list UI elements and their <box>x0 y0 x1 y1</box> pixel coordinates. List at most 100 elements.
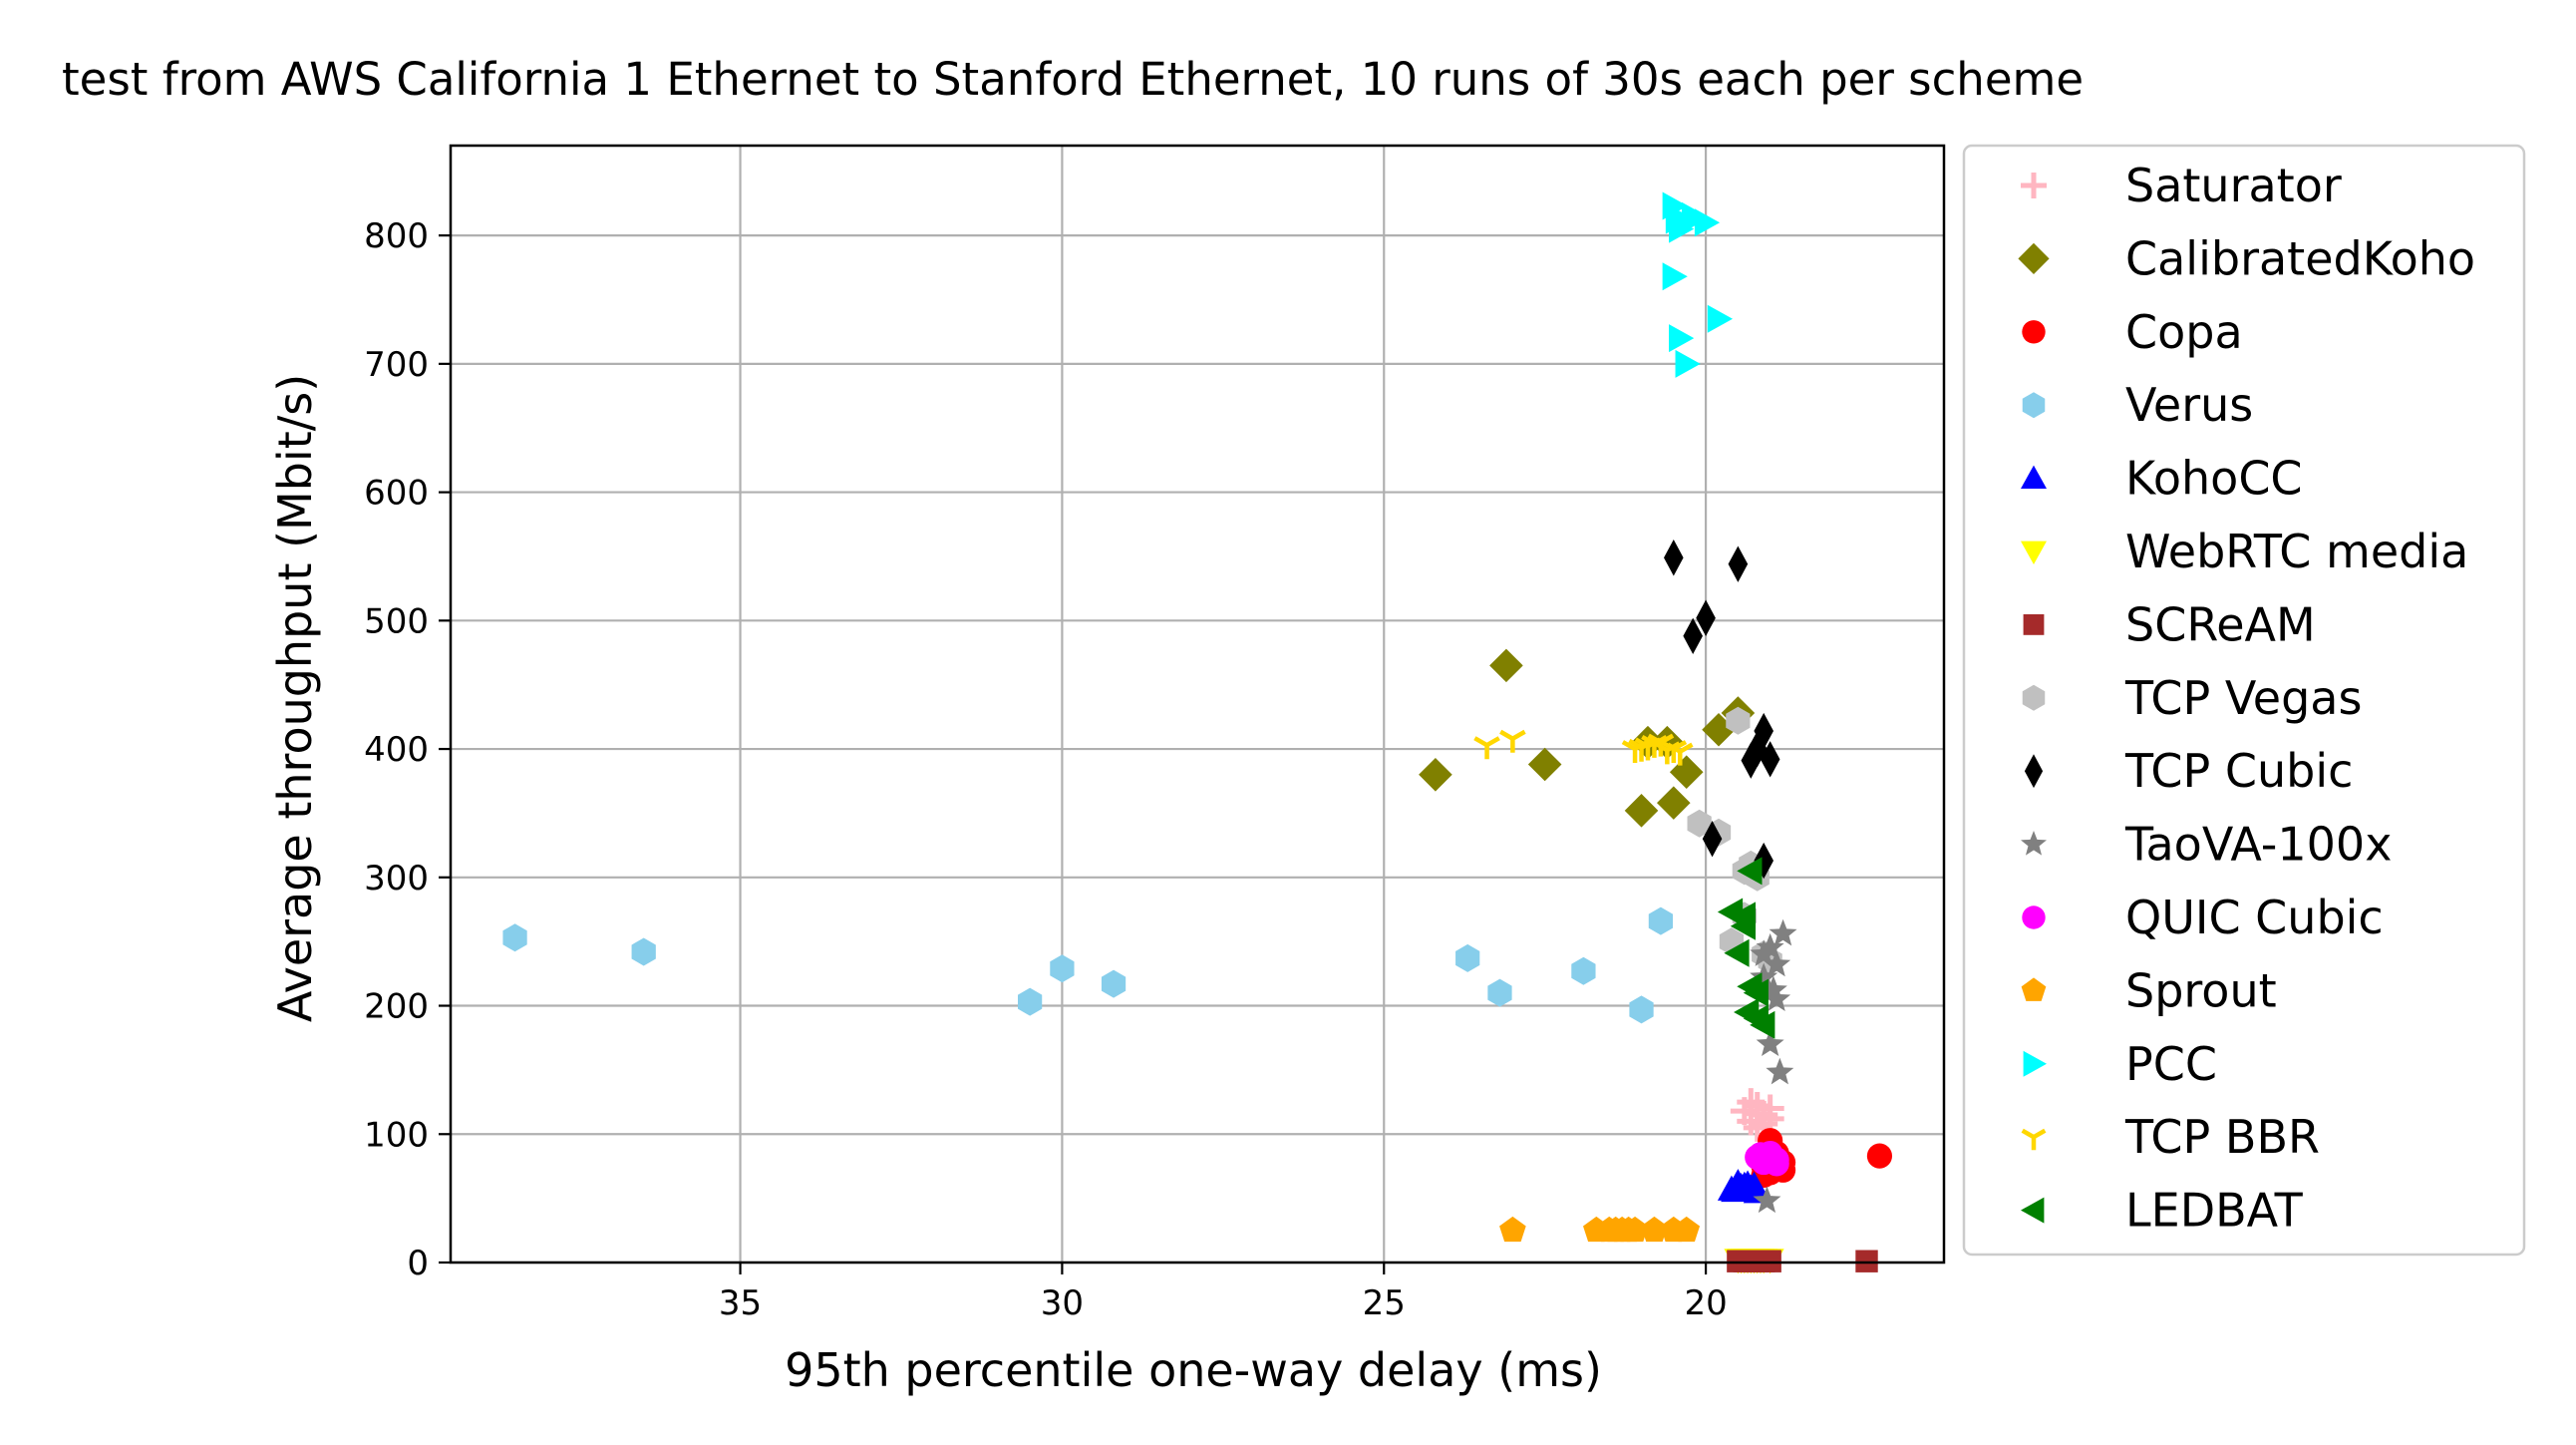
y-tick-label: 200 <box>364 987 429 1027</box>
legend-item-quic-cubic: QUIC Cubic <box>2022 891 2384 944</box>
legend-item-sprout: Sprout <box>2021 963 2277 1017</box>
legend-label-kohocc: KohoCC <box>2125 452 2303 506</box>
data-point-pcc <box>1669 324 1695 353</box>
series-sprout <box>1499 1216 1701 1243</box>
data-point-ledbat <box>1750 1010 1775 1039</box>
legend-item-kohocc: KohoCC <box>2021 452 2303 506</box>
data-point-taova-100x <box>1753 1186 1781 1214</box>
data-point-verus <box>1648 906 1674 935</box>
legend-marker-tcp-cubic <box>2024 754 2044 789</box>
data-point-verus <box>1571 956 1596 985</box>
legend-marker-webrtc-media <box>2021 541 2047 564</box>
data-point-saturator <box>1743 1099 1771 1128</box>
legend-label-saturator: Saturator <box>2125 159 2342 212</box>
data-point-ledbat <box>1724 938 1750 967</box>
y-tick-label: 300 <box>364 859 429 899</box>
data-point-scream <box>1855 1250 1878 1272</box>
y-tick-label: 700 <box>364 345 429 385</box>
data-point-tcp-cubic <box>1664 540 1684 576</box>
data-point-pcc <box>1681 201 1708 230</box>
data-point-pcc <box>1662 262 1688 291</box>
legend-label-pcc: PCC <box>2125 1037 2217 1091</box>
series-quic-cubic <box>1745 1140 1789 1177</box>
y-tick-label: 800 <box>364 216 429 256</box>
data-point-tcp-cubic <box>1683 617 1703 654</box>
legend-item-pcc: PCC <box>2023 1037 2217 1091</box>
series-pcc <box>1662 191 1734 378</box>
y-tick-label: 0 <box>407 1244 429 1283</box>
legend-item-verus: Verus <box>2022 378 2253 432</box>
legend-item-tcp-cubic: TCP Cubic <box>2024 744 2353 798</box>
legend-label-tcp-vegas: TCP Vegas <box>2124 671 2362 725</box>
y-tick-label: 500 <box>364 601 429 641</box>
x-tick-label: 30 <box>1041 1283 1084 1323</box>
data-point-tcp-vegas <box>1726 706 1751 735</box>
data-point-taova-100x <box>1756 1029 1784 1057</box>
data-point-tcp-cubic <box>1760 741 1780 778</box>
legend-label-ledbat: LEDBAT <box>2125 1184 2304 1238</box>
data-point-sprout <box>1673 1216 1701 1243</box>
series-taova-100x <box>1750 918 1797 1214</box>
data-point-verus <box>1017 987 1043 1016</box>
x-tick-label: 25 <box>1363 1283 1406 1323</box>
data-point-taova-100x <box>1766 1057 1794 1085</box>
data-point-verus <box>1101 969 1127 998</box>
data-point-pcc <box>1665 205 1692 234</box>
legend-label-taova-100x: TaoVA-100x <box>2124 818 2392 872</box>
legend-marker-calibratedkoho <box>2018 242 2050 274</box>
y-tick-label: 600 <box>364 474 429 514</box>
data-point-tcp-bbr <box>1473 736 1500 760</box>
data-point-calibratedkoho <box>1419 758 1452 792</box>
legend-item-taova-100x: TaoVA-100x <box>2021 818 2392 872</box>
legend-marker-taova-100x <box>2021 830 2047 856</box>
chart-title: test from AWS California 1 Ethernet to S… <box>62 53 2084 106</box>
legend-marker-scream <box>2023 614 2045 635</box>
data-point-copa <box>1866 1143 1893 1169</box>
legend-marker-copa <box>2022 320 2046 344</box>
legend-label-webrtc-media: WebRTC media <box>2125 525 2468 578</box>
data-point-sprout <box>1641 1216 1668 1243</box>
y-tick-label: 400 <box>364 730 429 770</box>
data-point-tcp-cubic <box>1702 820 1723 858</box>
series-verus <box>502 906 1674 1024</box>
data-point-calibratedkoho <box>1657 786 1691 820</box>
data-point-verus <box>1629 995 1654 1024</box>
data-point-taova-100x <box>1759 975 1787 1002</box>
data-point-taova-100x <box>1763 949 1791 977</box>
data-point-ledbat <box>1734 997 1760 1026</box>
legend-label-tcp-bbr: TCP BBR <box>2124 1110 2320 1164</box>
data-point-quic-cubic <box>1758 1147 1783 1173</box>
legend-marker-quic-cubic <box>2022 905 2046 929</box>
legend-label-copa: Copa <box>2125 305 2243 359</box>
data-point-tcp-bbr <box>1499 729 1526 753</box>
legend-label-tcp-cubic: TCP Cubic <box>2124 744 2353 798</box>
data-point-calibratedkoho <box>1527 747 1562 782</box>
series-tcp-cubic <box>1664 540 1780 880</box>
data-point-ledbat <box>1743 978 1769 1007</box>
data-point-tcp-cubic <box>1728 545 1749 582</box>
data-point-taova-100x <box>1769 918 1797 946</box>
legend-label-quic-cubic: QUIC Cubic <box>2125 891 2384 944</box>
legend-item-tcp-vegas: TCP Vegas <box>2022 671 2362 725</box>
legend-marker-verus <box>2022 392 2046 419</box>
legend-label-sprout: Sprout <box>2125 963 2277 1017</box>
data-point-kohocc <box>1740 1171 1769 1197</box>
data-point-verus <box>1487 978 1512 1007</box>
data-point-kohocc <box>1724 1174 1753 1200</box>
x-tick-label: 20 <box>1684 1283 1727 1323</box>
y-tick-label: 100 <box>364 1115 429 1155</box>
legend-item-calibratedkoho: CalibratedKoho <box>2018 231 2475 285</box>
legend-marker-kohocc <box>2021 465 2047 489</box>
legend-label-scream: SCReAM <box>2125 597 2316 651</box>
x-tick-label: 35 <box>719 1283 762 1323</box>
data-point-taova-100x <box>1763 984 1791 1011</box>
data-point-tcp-bbr <box>1641 734 1668 758</box>
data-point-taova-100x <box>1750 939 1778 966</box>
x-axis-label: 95th percentile one-way delay (ms) <box>785 1343 1602 1397</box>
legend-item-scream: SCReAM <box>2023 597 2316 651</box>
data-point-tcp-bbr <box>1660 740 1688 764</box>
legend-marker-sprout <box>2021 977 2047 1001</box>
series-saturator <box>1730 1088 1784 1142</box>
